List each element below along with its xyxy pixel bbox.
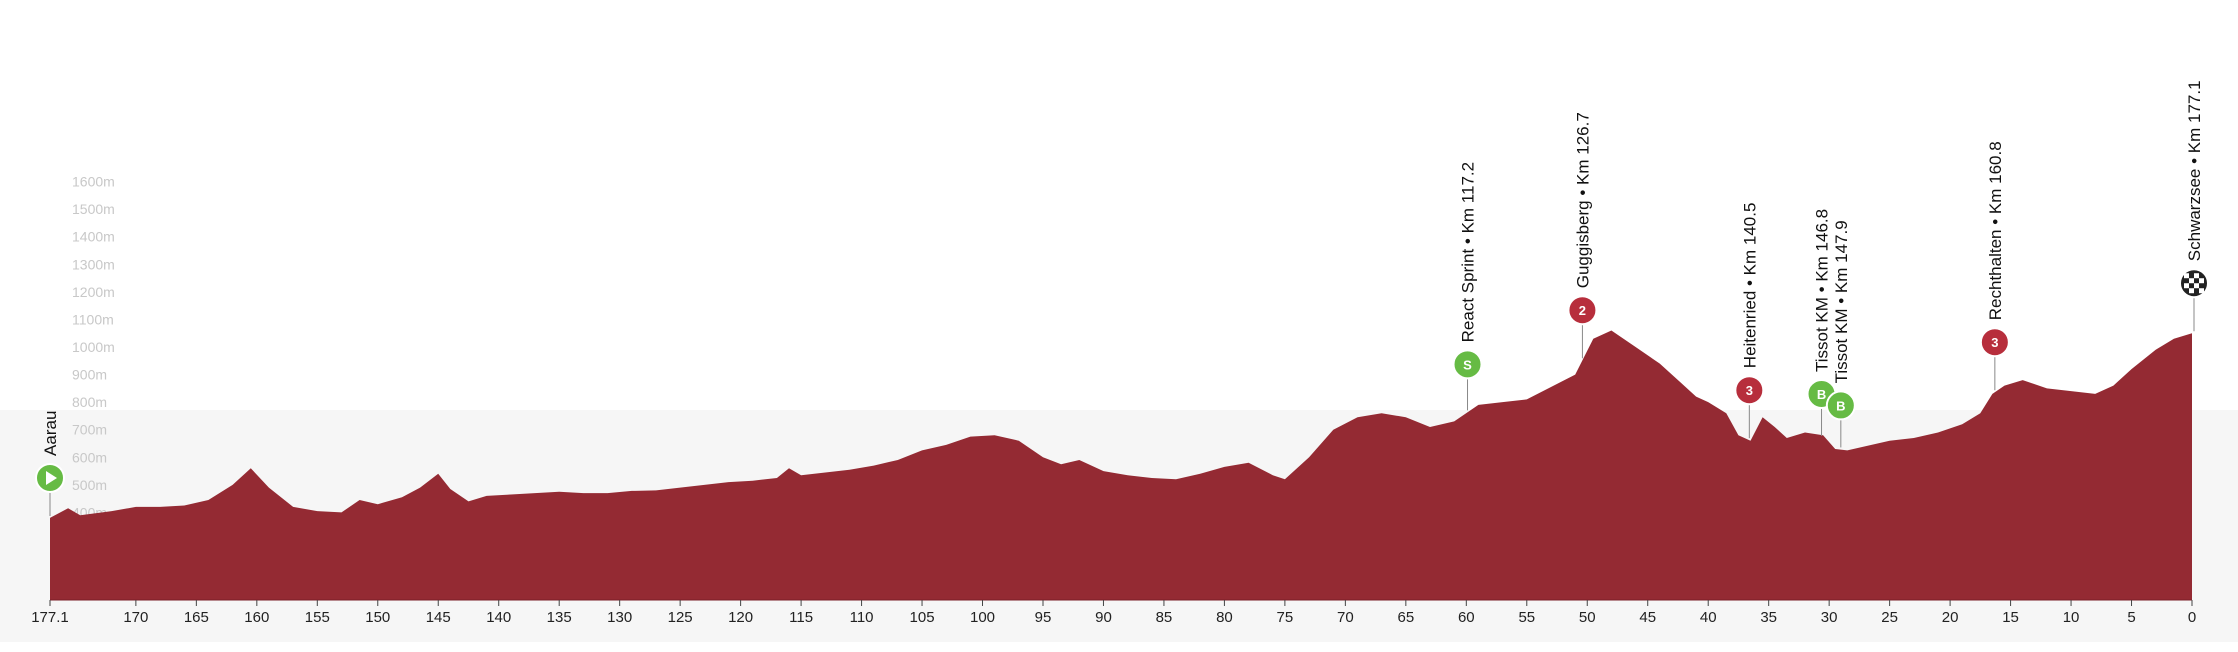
x-tick-label: 90 (1095, 609, 1112, 626)
elevation-tick-label: 900m (72, 367, 107, 383)
badge-label: 2 (1579, 303, 1586, 318)
x-tick-label: 80 (1216, 609, 1233, 626)
elevation-tick-label: 1100m (72, 311, 114, 327)
waypoint-sprint: S React Sprint • Km 117.2 (1452, 162, 1483, 411)
x-tick-label: 125 (668, 609, 693, 626)
play-triangle (46, 470, 57, 485)
waypoint-label: Tissot KM • Km 146.8 (1813, 209, 1832, 372)
x-tick-label: 160 (244, 609, 269, 626)
waypoint-climb: 2 Guggisberg • Km 126.7 (1567, 112, 1598, 359)
x-tick-label: 165 (184, 609, 209, 626)
climb-badge-icon (1734, 375, 1765, 406)
x-tick-label: 110 (850, 609, 874, 626)
elevation-tick-label: 800m (72, 394, 107, 410)
x-tick-label: 120 (728, 609, 753, 626)
x-tick-label: 75 (1277, 609, 1294, 626)
checker-square (2184, 283, 2189, 289)
x-tick-label: 0 (2188, 609, 2196, 626)
checker-square (2194, 283, 2199, 289)
x-tick-label: 140 (486, 609, 511, 626)
elevation-tick-label: 1000m (72, 339, 115, 355)
elevation-tick-label: 1400m (72, 229, 115, 245)
x-tick-label: 35 (1760, 609, 1777, 626)
x-tick-label: 50 (1579, 609, 1596, 626)
climb-badge-icon (1567, 295, 1598, 326)
x-tick-label: 170 (123, 609, 148, 626)
badge-label: B (1817, 387, 1826, 402)
bonus-badge-icon (1825, 390, 1856, 421)
waypoint-label: Aarau (41, 411, 60, 456)
elevation-tick-label: 700m (72, 422, 107, 438)
elevation-tick-label: 1600m (72, 174, 115, 190)
elevation-tick-label: 1300m (72, 256, 115, 272)
badge-label: B (1836, 398, 1845, 413)
x-tick-label: 65 (1397, 609, 1414, 626)
x-tick-label: 25 (1881, 609, 1898, 626)
waypoint-label: Schwarzsee • Km 177.1 (2185, 80, 2204, 261)
waypoint-bonus: B Tissot KM • Km 147.9 (1825, 220, 1856, 448)
x-tick-label: 70 (1337, 609, 1354, 626)
x-tick-label: 100 (970, 609, 995, 626)
x-tick-label: 20 (1942, 609, 1959, 626)
checker-square (2189, 278, 2194, 284)
x-tick-label: 30 (1821, 609, 1838, 626)
waypoint-label: Guggisberg • Km 126.7 (1573, 112, 1592, 288)
x-tick-label: 145 (426, 609, 451, 626)
waypoint-finish: Schwarzsee • Km 177.1 (2179, 80, 2209, 332)
x-tick-label: 105 (910, 609, 935, 626)
checker-square (2194, 273, 2199, 279)
checker-square (2199, 288, 2204, 294)
waypoints: Aarau S React Sprint • Km 117.2 2 Guggisberg… (35, 80, 2209, 516)
x-tick-label: 150 (365, 609, 390, 626)
climb-badge-icon (1979, 327, 2010, 358)
waypoint-label: Heitenried • Km 140.5 (1740, 203, 1759, 369)
checker-square (2189, 288, 2194, 294)
sprint-badge-icon (1452, 349, 1483, 380)
profile-area (50, 330, 2192, 600)
x-tick-label: 130 (607, 609, 632, 626)
x-tick-label: 85 (1156, 609, 1173, 626)
elevation-tick-label: 600m (72, 449, 107, 465)
checker-square (2199, 278, 2204, 284)
x-tick-label: 5 (2127, 609, 2135, 626)
x-tick-label: 40 (1700, 609, 1717, 626)
waypoint-label: Tissot KM • Km 147.9 (1832, 220, 1851, 383)
checker-square (2184, 273, 2189, 279)
x-tick-label: 15 (2002, 609, 2019, 626)
waypoint-label: Rechthalten • Km 160.8 (1986, 141, 2005, 320)
elevation-tick-label: 500m (72, 477, 107, 493)
waypoint-climb: 3 Heitenried • Km 140.5 (1734, 203, 1765, 439)
x-tick-label: 10 (2063, 609, 2080, 626)
x-tick-label: 55 (1518, 609, 1535, 626)
x-tick-label: 177.1 (31, 609, 69, 626)
elevation-profile (50, 330, 2192, 600)
badge-label: 3 (1746, 383, 1753, 398)
x-tick-label: 155 (305, 609, 330, 626)
elevation-tick-label: 1200m (72, 284, 115, 300)
badge-label: 3 (1991, 335, 1998, 350)
x-tick-label: 135 (547, 609, 572, 626)
waypoint-start: Aarau (35, 411, 65, 516)
x-axis: 177.1 170 165 160 155 150 145 140 135 130 125 120 11… (31, 599, 2196, 626)
waypoint-climb: 3 Rechthalten • Km 160.8 (1979, 141, 2010, 391)
x-tick-label: 115 (789, 609, 813, 626)
elevation-tick-label: 1500m (72, 201, 115, 217)
waypoint-label: React Sprint • Km 117.2 (1459, 162, 1478, 342)
x-tick-label: 60 (1458, 609, 1475, 626)
badge-label: S (1463, 357, 1472, 372)
x-tick-label: 95 (1035, 609, 1052, 626)
elevation-scale: 300m400m500m600m700m800m900m1000m1100m12… (72, 174, 115, 548)
x-tick-label: 45 (1639, 609, 1656, 626)
